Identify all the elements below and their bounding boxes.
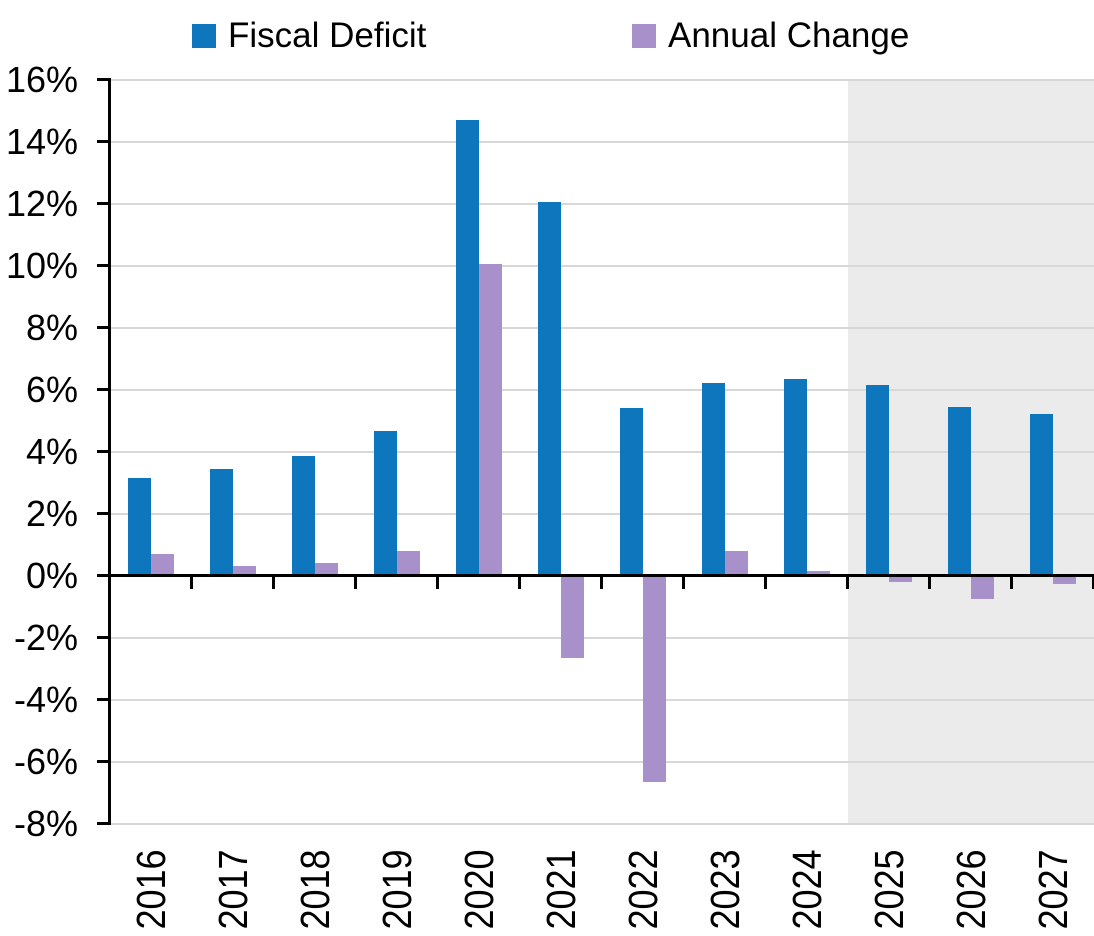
y-tick-8 (97, 326, 110, 329)
x-tick-7 (682, 577, 685, 589)
x-tick-5 (518, 577, 521, 589)
bar-fiscal-deficit-2023 (702, 383, 725, 575)
y-tick-label: 16% (5, 59, 78, 100)
gridline-2 (110, 513, 1094, 515)
x-tick-label-2018: 2018 (292, 849, 338, 930)
bar-annual-change-2021 (561, 576, 584, 658)
y-tick-label: 6% (25, 369, 78, 410)
bar-annual-change-2018 (315, 563, 338, 575)
gridline--8 (110, 823, 1094, 825)
gridline-14 (110, 141, 1094, 143)
x-tick-label-2025: 2025 (866, 849, 912, 930)
legend-label-fiscal-deficit: Fiscal Deficit (228, 16, 427, 55)
x-tick-2 (272, 577, 275, 589)
y-tick-14 (97, 140, 110, 143)
y-tick-0 (97, 574, 110, 577)
x-tick-9 (846, 577, 849, 589)
y-tick-label: 4% (25, 431, 78, 472)
gridline-4 (110, 451, 1094, 453)
x-tick-3 (354, 577, 357, 589)
bar-fiscal-deficit-2024 (784, 379, 807, 576)
y-tick-label: 14% (5, 121, 78, 162)
x-tick-label-2023: 2023 (702, 849, 748, 930)
bar-annual-change-2026 (971, 576, 994, 599)
x-tick-10 (928, 577, 931, 589)
y-tick--6 (97, 760, 110, 763)
y-tick-label: 8% (25, 307, 78, 348)
y-tick--2 (97, 636, 110, 639)
bar-annual-change-2024 (807, 571, 830, 576)
bar-fiscal-deficit-2021 (538, 202, 561, 576)
bar-annual-change-2017 (233, 566, 256, 575)
x-tick-11 (1010, 577, 1013, 589)
y-tick-4 (97, 450, 110, 453)
legend-label-annual-change: Annual Change (668, 16, 910, 55)
y-tick-12 (97, 202, 110, 205)
x-tick-label-2026: 2026 (948, 849, 994, 930)
x-tick-label-2024: 2024 (784, 849, 830, 930)
legend-swatch-annual-change (632, 24, 656, 48)
x-tick-label-2017: 2017 (210, 849, 256, 930)
legend-item-fiscal-deficit: Fiscal Deficit (192, 13, 426, 59)
bar-annual-change-2025 (889, 576, 912, 582)
y-tick-label: -6% (13, 741, 78, 782)
bar-fiscal-deficit-2020 (456, 120, 479, 576)
y-tick-16 (97, 78, 110, 81)
gridline-10 (110, 265, 1094, 267)
x-tick-1 (190, 577, 193, 589)
x-tick-label-2016: 2016 (128, 849, 174, 930)
y-tick-label: 12% (5, 183, 78, 224)
gridline--2 (110, 637, 1094, 639)
bar-annual-change-2022 (643, 576, 666, 782)
gridline--4 (110, 699, 1094, 701)
bar-annual-change-2020 (479, 264, 502, 576)
y-tick-label: 0% (25, 555, 78, 596)
bar-fiscal-deficit-2027 (1030, 414, 1053, 575)
bar-fiscal-deficit-2018 (292, 456, 315, 575)
bar-annual-change-2019 (397, 551, 420, 576)
y-tick-label: -8% (13, 803, 78, 844)
y-tick-6 (97, 388, 110, 391)
gridline-6 (110, 389, 1094, 391)
y-tick--4 (97, 698, 110, 701)
x-tick-label-2027: 2027 (1030, 849, 1076, 930)
legend-swatch-fiscal-deficit (192, 24, 216, 48)
bar-annual-change-2027 (1053, 576, 1076, 584)
gridline-16 (110, 79, 1094, 81)
legend: Fiscal Deficit Annual Change (0, 13, 1094, 59)
bar-annual-change-2016 (151, 554, 174, 576)
x-tick-8 (764, 577, 767, 589)
bar-fiscal-deficit-2026 (948, 407, 971, 576)
x-tick-label-2020: 2020 (456, 849, 502, 930)
bar-fiscal-deficit-2019 (374, 431, 397, 575)
x-axis (97, 574, 1094, 577)
x-tick-label-2019: 2019 (374, 849, 420, 930)
bar-fiscal-deficit-2017 (210, 469, 233, 576)
bar-fiscal-deficit-2022 (620, 408, 643, 575)
gridline--6 (110, 761, 1094, 763)
x-tick-4 (436, 577, 439, 589)
y-tick-label: 10% (5, 245, 78, 286)
bar-fiscal-deficit-2016 (128, 478, 151, 576)
y-tick-10 (97, 264, 110, 267)
y-tick-label: -2% (13, 617, 78, 658)
y-tick-2 (97, 512, 110, 515)
bar-fiscal-deficit-2025 (866, 385, 889, 576)
y-tick-label: 2% (25, 493, 78, 534)
bar-annual-change-2023 (725, 551, 748, 576)
x-tick-6 (600, 577, 603, 589)
y-tick--8 (97, 822, 110, 825)
legend-item-annual-change: Annual Change (632, 13, 909, 59)
x-tick-12 (1092, 577, 1094, 589)
gridline-12 (110, 203, 1094, 205)
y-tick-label: -4% (13, 679, 78, 720)
x-tick-label-2021: 2021 (538, 849, 584, 930)
x-tick-label-2022: 2022 (620, 849, 666, 930)
gridline-8 (110, 327, 1094, 329)
